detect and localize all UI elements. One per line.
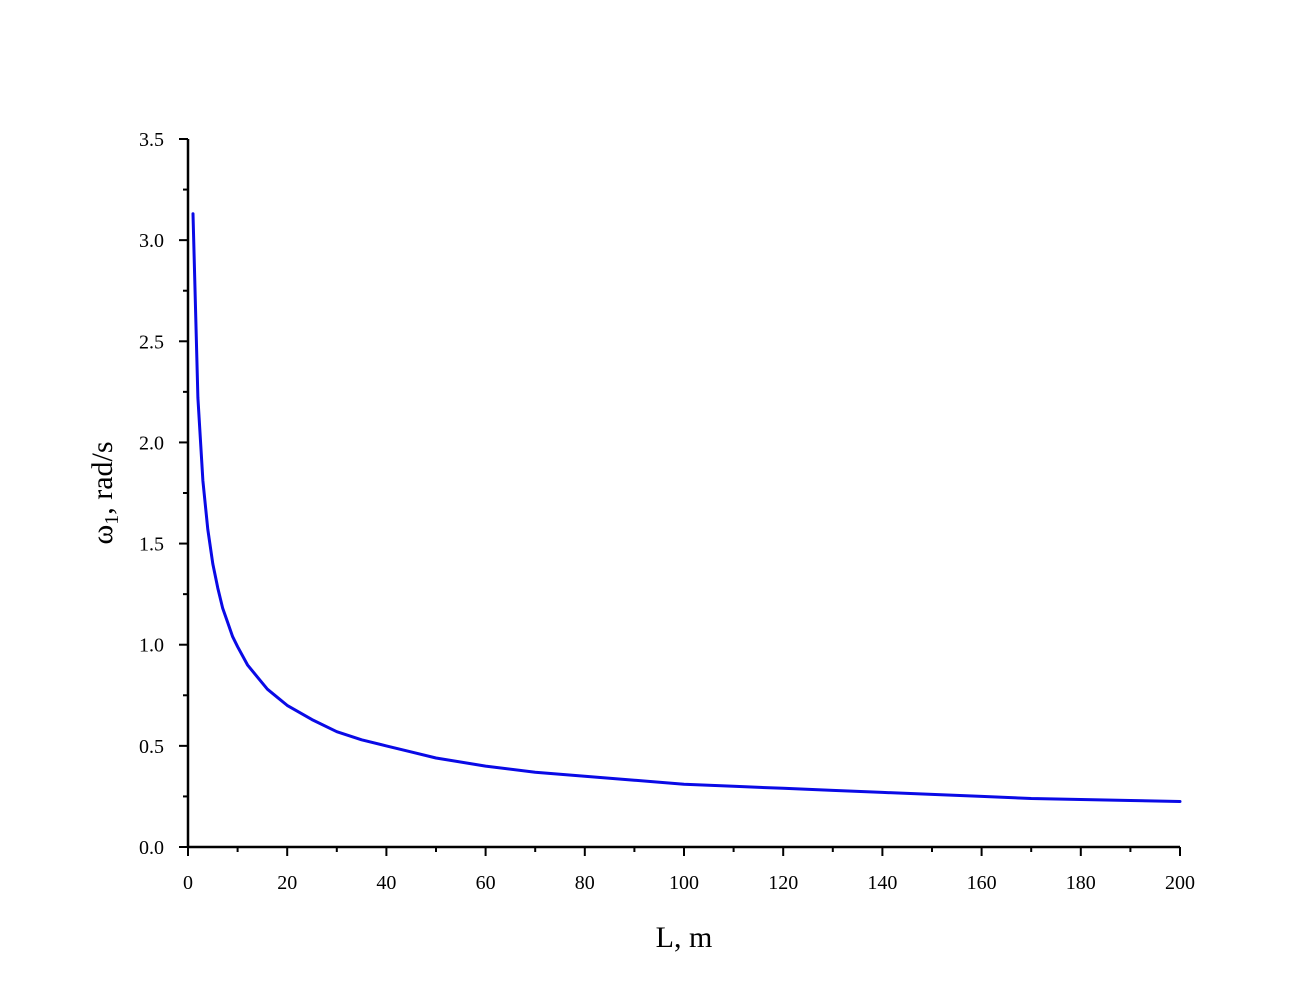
y-axis-title: ω1, rad/s	[86, 441, 123, 544]
tick-labels: 0 20 40 60 80 100 120 140 160 180 200 0.0 0.5 1.0 1.5 2…	[139, 129, 1195, 894]
x-tick-label: 40	[376, 872, 396, 894]
y-tick-label: 1.5	[139, 534, 164, 556]
y-tick-label: 1.0	[139, 635, 164, 657]
x-tick-label: 20	[277, 872, 297, 894]
x-tick-label: 0	[183, 872, 193, 894]
x-tick-label: 60	[476, 872, 496, 894]
y-tick-label: 2.0	[139, 432, 164, 454]
x-tick-label: 180	[1066, 872, 1096, 894]
y-tick-label: 3.5	[139, 129, 164, 151]
x-tick-label: 140	[867, 872, 897, 894]
x-tick-label: 100	[669, 872, 699, 894]
x-tick-label: 120	[768, 872, 798, 894]
axes	[186, 139, 1180, 849]
y-tick-label: 3.0	[139, 230, 164, 252]
y-tick-label: 0.0	[139, 837, 164, 859]
y-axis-title-subscript: 1	[101, 515, 123, 525]
axis-ticks	[179, 138, 1181, 856]
y-tick-label: 0.5	[139, 736, 164, 758]
x-tick-label: 160	[967, 872, 997, 894]
series-layer	[191, 212, 1182, 803]
y-tick-label: 2.5	[139, 331, 164, 353]
y-axis-title-symbol: ω	[86, 525, 119, 545]
series-line	[191, 212, 1182, 803]
x-axis-title: L, m	[656, 921, 713, 954]
x-tick-label: 200	[1165, 872, 1195, 894]
y-axis-title-unit: , rad/s	[86, 441, 119, 514]
x-tick-label: 80	[575, 872, 595, 894]
